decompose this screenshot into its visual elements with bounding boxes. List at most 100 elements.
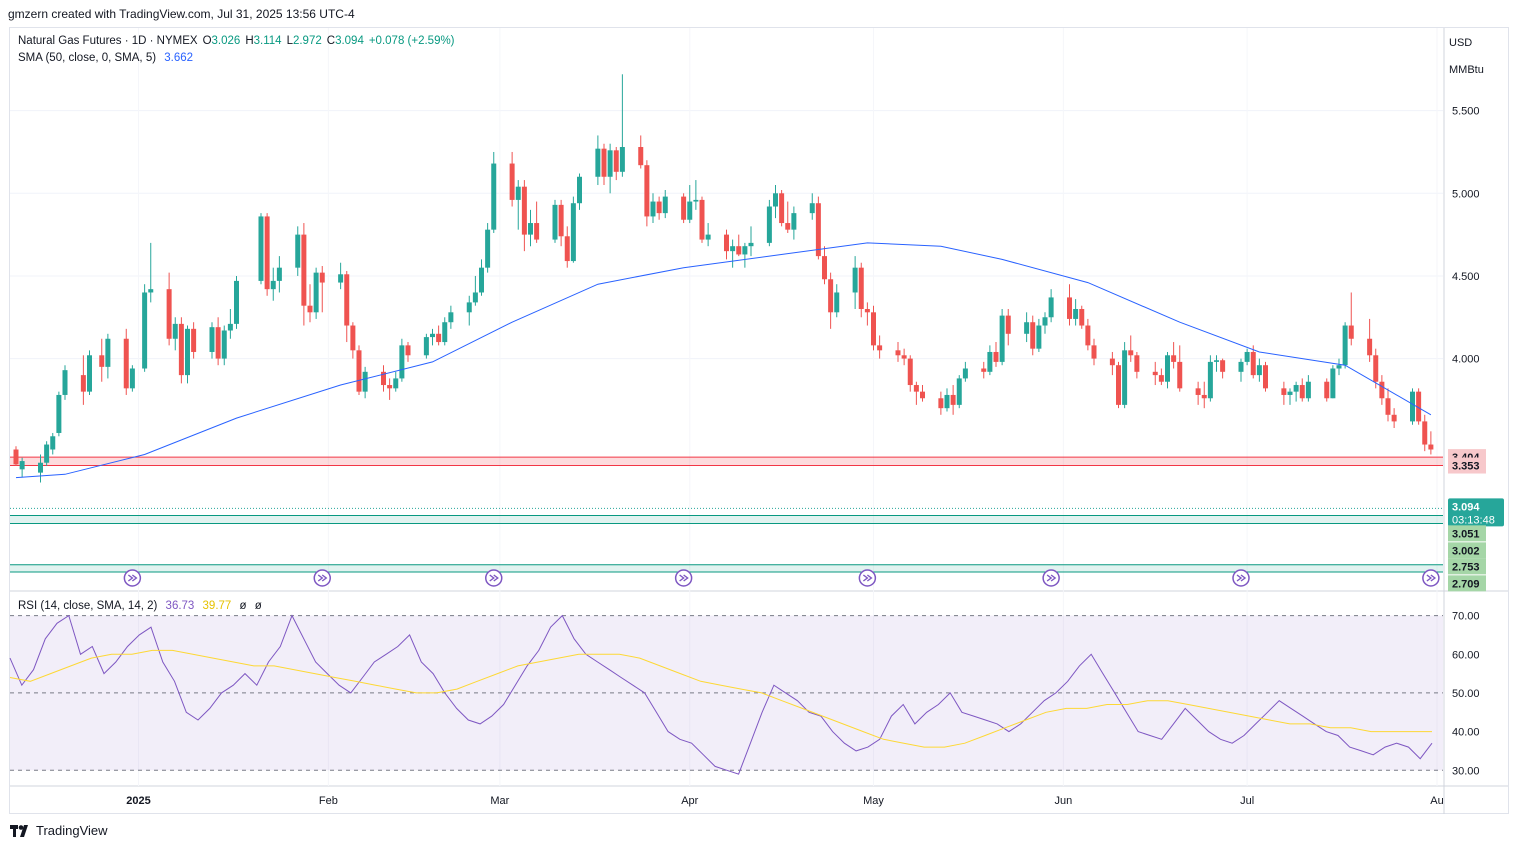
candle-up: [515, 186, 521, 200]
candle-up: [1244, 351, 1250, 362]
candle-down: [858, 267, 864, 309]
candle-up: [1024, 322, 1030, 334]
sma-label[interactable]: SMA (50, close, 0, SMA, 5): [18, 52, 157, 64]
event-marker-icon[interactable]: [858, 569, 877, 587]
symbol-label[interactable]: Natural Gas Futures · 1D · NYMEX: [18, 35, 198, 47]
candle-down: [1116, 365, 1121, 405]
candle-up: [399, 345, 405, 379]
candle-up: [87, 355, 92, 392]
candle-down: [1422, 421, 1428, 445]
currency-label[interactable]: USD: [1449, 37, 1473, 49]
change-value: +0.078 (+2.59%): [368, 35, 455, 47]
rsi-label[interactable]: RSI (14, close, SMA, 14, 2): [18, 600, 158, 612]
rsi-value: 36.73: [165, 600, 195, 612]
support-badge: [1448, 575, 1486, 592]
candle-up: [662, 196, 668, 214]
rsi-extra-1: ø: [239, 600, 247, 612]
candle-down: [436, 333, 442, 343]
candle-up: [1410, 391, 1415, 422]
candle-down: [1177, 361, 1183, 389]
candle-down: [1250, 351, 1256, 376]
candle-up: [338, 274, 344, 283]
footer-brand-label: TradingView: [36, 823, 108, 838]
candle-down: [215, 327, 221, 359]
event-marker-chevron: [1236, 574, 1247, 582]
support-badge: [1448, 558, 1486, 575]
event-marker-icon[interactable]: [1232, 569, 1250, 587]
candle-up: [50, 436, 56, 450]
level-label: 3.051: [1452, 528, 1480, 540]
candle-up: [570, 203, 576, 262]
candle-up: [56, 394, 62, 433]
candle-down: [681, 196, 687, 220]
candle-down: [1201, 394, 1207, 399]
candle-down: [301, 234, 307, 306]
event-marker-icon[interactable]: [1422, 569, 1440, 587]
event-marker-chevron: [489, 574, 499, 582]
candle-up: [1036, 325, 1042, 349]
tradingview-logo-icon: [10, 824, 28, 837]
event-marker-chevron: [862, 574, 873, 582]
candle-up: [834, 292, 840, 313]
candle-up: [962, 368, 968, 379]
event-marker-icon[interactable]: [1042, 569, 1060, 587]
time-tick-label: May: [863, 795, 884, 807]
rsi-tick-label: 30.00: [1452, 765, 1480, 777]
candle-up: [1336, 365, 1342, 369]
event-marker-chevron: [679, 574, 689, 582]
event-marker-chevron: [1046, 574, 1057, 582]
candle-down: [871, 312, 876, 346]
candle-down: [1109, 358, 1115, 366]
candle-up: [1256, 365, 1262, 376]
candle-up: [393, 378, 399, 389]
candle-down: [1005, 315, 1011, 334]
price-tick-label: 5.500: [1452, 106, 1480, 118]
candle-down: [99, 355, 105, 367]
candle-down: [13, 449, 19, 465]
candle-down: [1220, 360, 1226, 372]
support-badge: [1448, 542, 1486, 559]
candle-down: [901, 355, 907, 359]
candle-up: [999, 315, 1005, 362]
candle-up: [1207, 361, 1213, 399]
candle-down: [534, 223, 540, 240]
time-tick-label: 2025: [126, 795, 150, 807]
close-group: C3.094: [327, 35, 364, 47]
candle-down: [699, 199, 705, 240]
high-value: 3.114: [253, 35, 282, 47]
candle-down: [1195, 388, 1201, 395]
event-marker-icon[interactable]: [485, 569, 503, 587]
candle-up: [1073, 309, 1079, 319]
candle-down: [178, 323, 184, 376]
candle-down: [564, 236, 570, 262]
bar-countdown: 03:13:48: [1452, 514, 1495, 526]
candle-down: [1348, 325, 1354, 339]
candle-down: [80, 375, 86, 392]
candle-up: [577, 176, 582, 204]
price-tick-label: 4.000: [1452, 354, 1480, 366]
candle-down: [656, 201, 662, 214]
rsi-legend: RSI (14, close, SMA, 14, 2) 36.73 39.77 …: [18, 600, 267, 612]
candle-up: [295, 234, 301, 268]
candle-down: [1299, 385, 1305, 399]
event-marker-icon[interactable]: [313, 569, 331, 587]
high-label: H: [245, 35, 254, 47]
candle-up: [448, 312, 454, 323]
event-marker-chevron: [317, 574, 328, 582]
candle-up: [362, 371, 368, 392]
candle-up: [258, 216, 264, 281]
event-marker-icon[interactable]: [123, 569, 142, 587]
candle-down: [319, 272, 325, 283]
candle-down: [1263, 365, 1268, 389]
event-marker-icon[interactable]: [674, 569, 693, 587]
candle-down: [864, 309, 870, 313]
candle-down: [521, 186, 527, 235]
candle-up: [1122, 350, 1128, 405]
time-tick-label: Jul: [1240, 795, 1254, 807]
unit-label[interactable]: MMBtu: [1449, 64, 1484, 76]
footer-brand[interactable]: TradingView: [10, 823, 108, 838]
level-label: 3.002: [1452, 545, 1480, 557]
rsi-sma-line: [9, 649, 1432, 748]
candle-down: [920, 391, 925, 399]
